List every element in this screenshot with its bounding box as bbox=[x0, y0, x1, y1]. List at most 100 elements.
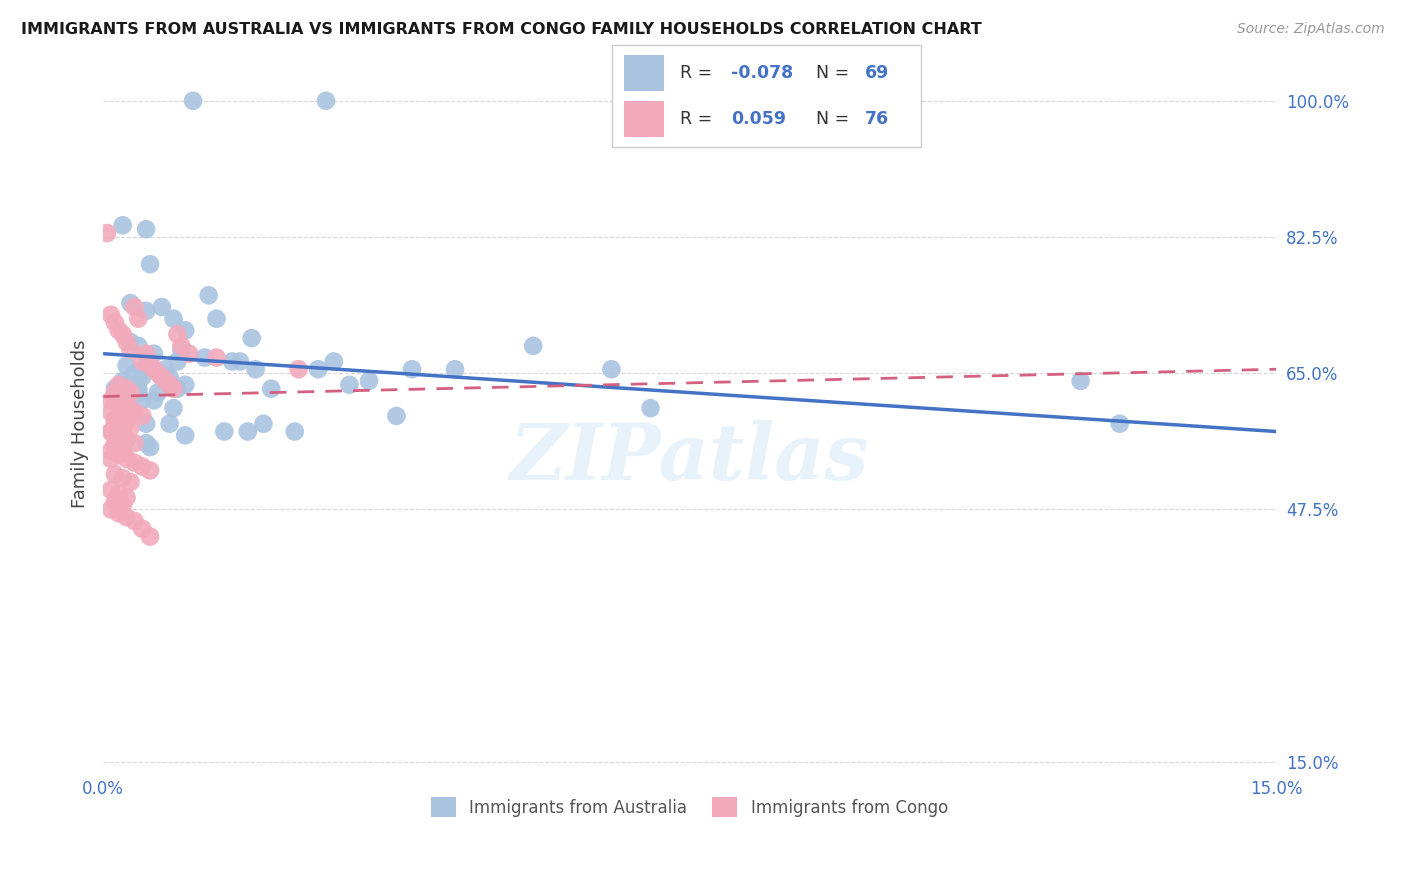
Point bbox=[96, 226, 118, 240]
Point bbox=[107, 448, 129, 462]
Point bbox=[1070, 374, 1092, 388]
Point bbox=[600, 362, 623, 376]
Point bbox=[135, 347, 157, 361]
Point bbox=[131, 459, 153, 474]
Point bbox=[115, 491, 138, 505]
Point bbox=[124, 514, 146, 528]
Point bbox=[115, 451, 138, 466]
Point bbox=[315, 94, 337, 108]
Point bbox=[174, 428, 197, 442]
Point bbox=[174, 323, 197, 337]
Point bbox=[127, 339, 149, 353]
Point bbox=[143, 393, 166, 408]
Point bbox=[107, 409, 129, 423]
Point bbox=[284, 425, 307, 439]
Point bbox=[111, 471, 134, 485]
Point bbox=[111, 440, 134, 454]
Point bbox=[104, 385, 127, 400]
Point bbox=[100, 502, 122, 516]
Point bbox=[104, 467, 127, 482]
Bar bbox=[624, 55, 664, 91]
Point bbox=[111, 417, 134, 431]
Point bbox=[131, 409, 153, 423]
Point bbox=[115, 334, 138, 349]
Point bbox=[115, 432, 138, 446]
Point bbox=[107, 428, 129, 442]
Point bbox=[115, 413, 138, 427]
Point bbox=[166, 327, 188, 342]
Point bbox=[104, 417, 127, 431]
Point bbox=[100, 308, 122, 322]
Point bbox=[100, 425, 122, 439]
Point bbox=[640, 401, 662, 416]
Point bbox=[150, 370, 173, 384]
Point bbox=[150, 370, 173, 384]
Point bbox=[131, 522, 153, 536]
Point bbox=[111, 327, 134, 342]
Point bbox=[111, 397, 134, 411]
Point bbox=[111, 389, 134, 403]
Point bbox=[260, 382, 283, 396]
Point bbox=[120, 334, 142, 349]
Point bbox=[115, 359, 138, 373]
Point bbox=[120, 385, 142, 400]
Point bbox=[104, 494, 127, 508]
Point bbox=[107, 377, 129, 392]
Bar bbox=[624, 101, 664, 137]
Point bbox=[127, 385, 149, 400]
Point bbox=[174, 377, 197, 392]
Y-axis label: Family Households: Family Households bbox=[72, 340, 89, 508]
Text: R =: R = bbox=[679, 64, 717, 82]
Point bbox=[131, 370, 153, 384]
Point bbox=[143, 362, 166, 376]
FancyBboxPatch shape bbox=[612, 45, 921, 147]
Point bbox=[139, 530, 162, 544]
Point bbox=[150, 370, 173, 384]
Point bbox=[197, 288, 219, 302]
Point bbox=[236, 425, 259, 439]
Point bbox=[135, 304, 157, 318]
Point bbox=[170, 343, 193, 357]
Point bbox=[229, 354, 252, 368]
Point bbox=[139, 359, 162, 373]
Point bbox=[131, 354, 153, 368]
Point bbox=[107, 487, 129, 501]
Point bbox=[150, 300, 173, 314]
Point bbox=[214, 425, 236, 439]
Text: R =: R = bbox=[679, 110, 717, 128]
Point bbox=[100, 483, 122, 497]
Point bbox=[146, 366, 169, 380]
Point bbox=[444, 362, 467, 376]
Point bbox=[179, 347, 201, 361]
Point bbox=[159, 370, 181, 384]
Point bbox=[115, 401, 138, 416]
Point bbox=[104, 393, 127, 408]
Point bbox=[146, 385, 169, 400]
Point bbox=[240, 331, 263, 345]
Point bbox=[124, 300, 146, 314]
Point bbox=[162, 401, 184, 416]
Point bbox=[307, 362, 329, 376]
Point bbox=[339, 377, 361, 392]
Point bbox=[124, 405, 146, 419]
Point bbox=[104, 436, 127, 450]
Point bbox=[357, 374, 380, 388]
Point bbox=[159, 417, 181, 431]
Point bbox=[104, 440, 127, 454]
Point bbox=[120, 420, 142, 434]
Point bbox=[205, 351, 228, 365]
Point bbox=[170, 339, 193, 353]
Point bbox=[100, 451, 122, 466]
Point bbox=[401, 362, 423, 376]
Text: 76: 76 bbox=[865, 110, 890, 128]
Point bbox=[162, 311, 184, 326]
Point bbox=[124, 366, 146, 380]
Text: N =: N = bbox=[815, 110, 855, 128]
Point bbox=[115, 510, 138, 524]
Point bbox=[120, 343, 142, 357]
Point bbox=[155, 374, 177, 388]
Text: IMMIGRANTS FROM AUSTRALIA VS IMMIGRANTS FROM CONGO FAMILY HOUSEHOLDS CORRELATION: IMMIGRANTS FROM AUSTRALIA VS IMMIGRANTS … bbox=[21, 22, 981, 37]
Point bbox=[111, 499, 134, 513]
Point bbox=[115, 432, 138, 446]
Point bbox=[155, 362, 177, 376]
